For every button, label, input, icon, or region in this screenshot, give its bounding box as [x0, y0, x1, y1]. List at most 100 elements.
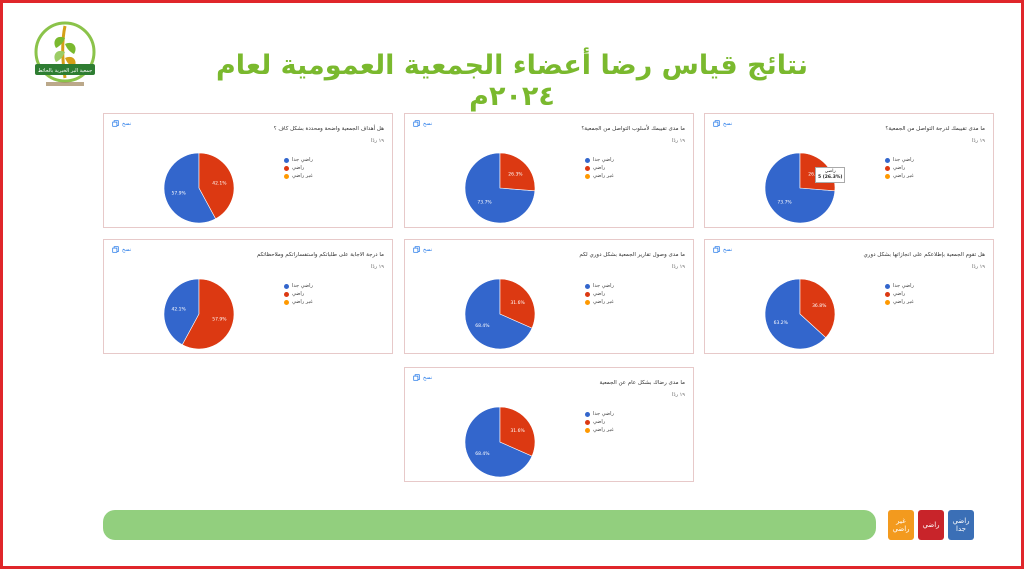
- copy-icon: [413, 374, 420, 381]
- legend-label: راضي جدا: [292, 283, 313, 289]
- slice-label: 73.7%: [477, 200, 492, 206]
- legend-label: راضي جدا: [593, 283, 614, 289]
- legend-dot: [885, 299, 890, 305]
- chart-card: نسخ ما مدى تقييمك لدرجة التواصل من الجمعي…: [704, 113, 994, 228]
- chart-card: نسخ ما درجة الاجابة على طلباتكم واستفسارا…: [103, 239, 393, 354]
- legend-label: غير راضي: [893, 299, 914, 305]
- copy-button[interactable]: نسخ: [713, 120, 732, 127]
- slice-label: 26.3%: [508, 171, 523, 177]
- copy-label: نسخ: [423, 374, 433, 381]
- chart-legend: راضي جدا راضي غير راضي: [585, 156, 614, 180]
- chart-legend: راضي جدا راضي غير راضي: [284, 282, 313, 306]
- slice-label: 57.9%: [171, 191, 186, 197]
- legend-item: راضي جدا: [585, 282, 614, 290]
- chart-question: ما درجة الاجابة على طلباتكم واستفساراتكم…: [256, 252, 384, 258]
- chart-card: نسخ هل أهداف الجمعية واضحة ومحددة بشكل كا…: [103, 113, 393, 228]
- pie-slice: [198, 152, 235, 220]
- copy-button[interactable]: نسخ: [112, 120, 131, 127]
- legend-item: راضي جدا: [885, 156, 914, 164]
- pie-slice: [163, 278, 200, 346]
- copy-label: نسخ: [723, 120, 733, 127]
- pie-chart: 63.2% 36.8%: [764, 278, 836, 350]
- legend-item: راضي: [284, 164, 313, 172]
- copy-button[interactable]: نسخ: [413, 374, 432, 381]
- chart-legend: راضي جدا راضي غير راضي: [885, 156, 914, 180]
- legend-dot: [284, 157, 289, 163]
- legend-dot: [585, 427, 590, 433]
- legend-item: راضي: [284, 290, 313, 298]
- copy-label: نسخ: [122, 120, 132, 127]
- tooltip-label: راضي: [824, 169, 836, 174]
- chart-question: ما مدى وصول تقارير الجمعية بشكل دوري لكم: [579, 252, 685, 258]
- copy-button[interactable]: نسخ: [413, 246, 432, 253]
- slice-label: 42.1%: [212, 180, 227, 186]
- legend-label: راضي: [593, 419, 606, 425]
- legend-dot: [284, 291, 289, 297]
- legend-item: راضي: [585, 418, 614, 426]
- legend-item: غير راضي: [885, 298, 914, 306]
- logo-text: جمعية البر الخيرية بالحائط: [38, 68, 92, 74]
- chart-legend: راضي جدا راضي غير راضي: [585, 282, 614, 306]
- legend-label: راضي: [893, 291, 906, 297]
- pie-chart: 73.7%26.3%: [764, 152, 836, 224]
- slice-label: 31.6%: [510, 300, 525, 306]
- response-count: ١٩ ردًا: [972, 138, 985, 144]
- copy-label: نسخ: [423, 120, 433, 127]
- slice-label: 31.6%: [510, 428, 525, 434]
- legend-dot: [284, 165, 289, 171]
- legend-dot: [585, 157, 590, 163]
- copy-icon: [713, 246, 720, 253]
- response-count: ١٩ ردًا: [371, 264, 384, 270]
- slice-label: 42.1%: [171, 306, 186, 312]
- legend-item: غير راضي: [585, 298, 614, 306]
- summary-bar: [103, 510, 876, 540]
- legend-dot: [585, 283, 590, 289]
- slice-label: 73.7%: [777, 200, 792, 206]
- legend-dot: [885, 291, 890, 297]
- legend-key-not-satisfied: غير راضي: [888, 510, 914, 540]
- legend-label: غير راضي: [893, 173, 914, 179]
- chart-legend: راضي جدا راضي غير راضي: [885, 282, 914, 306]
- legend-label: راضي جدا: [893, 157, 914, 163]
- legend-dot: [284, 283, 289, 289]
- copy-icon: [112, 246, 119, 253]
- legend-dot: [585, 299, 590, 305]
- chart-question: هل تقوم الجمعية بإطلاعكم على انجازاتها ب…: [863, 252, 985, 258]
- page-title: نتائج قياس رضا أعضاء الجمعية العمومية لع…: [215, 50, 809, 112]
- chart-legend: راضي جدا راضي غير راضي: [284, 156, 313, 180]
- tooltip-value: 5 (26.3%): [818, 175, 843, 180]
- slice-label: 68.4%: [475, 451, 490, 457]
- pie-slice: [181, 278, 235, 350]
- copy-icon: [112, 120, 119, 127]
- legend-key-satisfied: راضي: [918, 510, 944, 540]
- response-count: ١٩ ردًا: [672, 264, 685, 270]
- pie-slice: [499, 152, 536, 192]
- legend-item: راضي: [885, 164, 914, 172]
- legend-item: راضي: [585, 290, 614, 298]
- copy-button[interactable]: نسخ: [713, 246, 732, 253]
- pie-slice: [799, 278, 836, 339]
- copy-label: نسخ: [423, 246, 433, 253]
- legend-label: راضي جدا: [893, 283, 914, 289]
- copy-button[interactable]: نسخ: [413, 120, 432, 127]
- legend-label: راضي: [593, 291, 606, 297]
- legend-item: راضي: [585, 164, 614, 172]
- pie-slice: [464, 406, 533, 478]
- chart-card: نسخ ما مدى رضاك بشكل عام عن الجمعية ١٩ ردً…: [404, 367, 694, 482]
- legend-dot: [585, 291, 590, 297]
- legend-dot: [585, 173, 590, 179]
- legend-label: راضي جدا: [593, 411, 614, 417]
- slice-label: 63.2%: [774, 320, 789, 326]
- pie-chart: 42.1% 57.9%: [163, 278, 235, 350]
- chart-card: نسخ ما مدى تقييمك لأسلوب التواصل من الجمع…: [404, 113, 694, 228]
- legend-label: راضي: [292, 291, 305, 297]
- copy-button[interactable]: نسخ: [112, 246, 131, 253]
- legend-item: غير راضي: [585, 426, 614, 434]
- legend-label: راضي: [893, 165, 906, 171]
- response-count: ١٩ ردًا: [371, 138, 384, 144]
- legend-label: راضي جدا: [593, 157, 614, 163]
- slice-label: 36.8%: [812, 303, 827, 309]
- logo: جمعية البر الخيرية بالحائط: [32, 18, 98, 94]
- legend-dot: [885, 283, 890, 289]
- legend-item: غير راضي: [585, 172, 614, 180]
